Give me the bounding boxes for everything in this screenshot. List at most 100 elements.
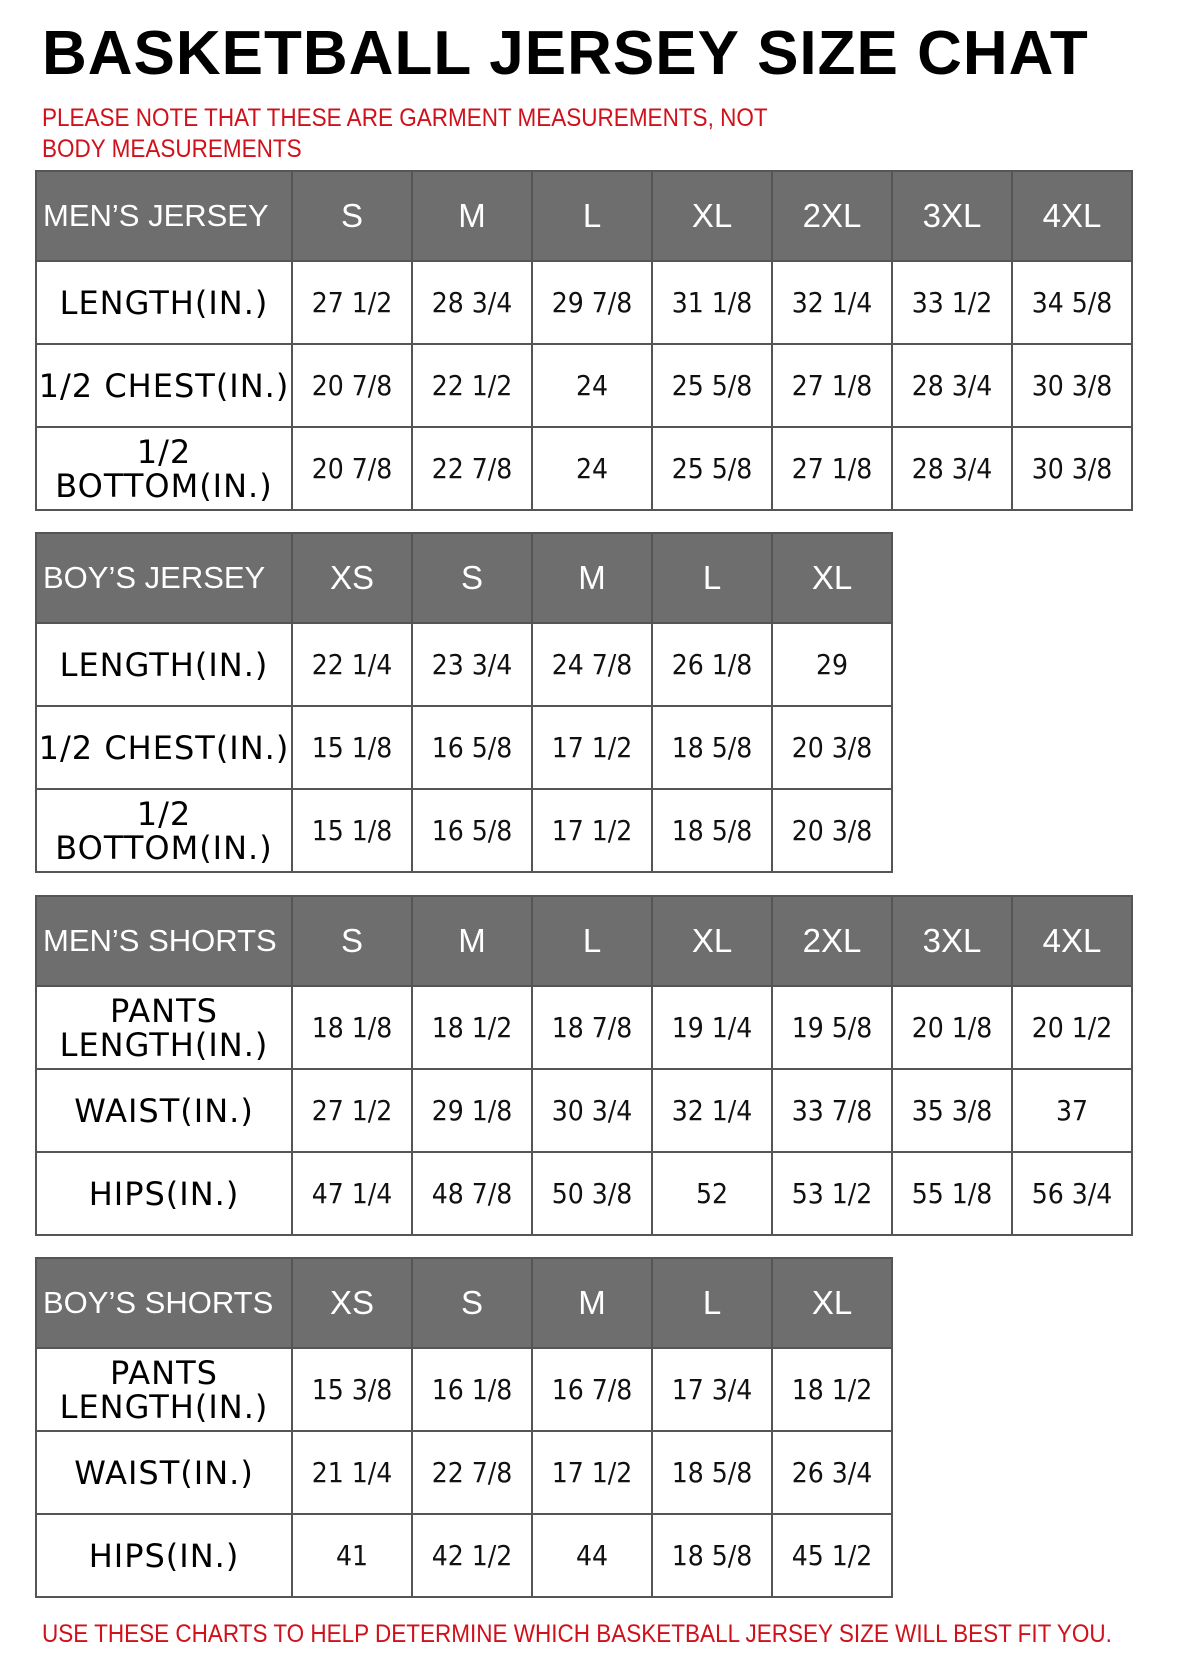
measurement-cell: 20 3/8 xyxy=(771,705,893,790)
row-label: HIPS(IN.) xyxy=(35,1513,293,1598)
measurement-cell: 20 7/8 xyxy=(291,343,413,428)
measurement-cell: 30 3/8 xyxy=(1011,343,1133,428)
table-title: BOY’S JERSEY xyxy=(35,532,293,624)
header-row: MEN’S JERSEY S M L XL 2XL 3XL 4XL xyxy=(35,170,1133,262)
measurement-cell: 17 3/4 xyxy=(651,1347,773,1432)
measurement-cell: 21 1/4 xyxy=(291,1430,413,1515)
measurement-cell: 17 1/2 xyxy=(531,1430,653,1515)
measurement-cell: 37 xyxy=(1011,1068,1133,1153)
size-header: XL xyxy=(651,170,773,262)
measurement-cell: 52 xyxy=(651,1151,773,1236)
measurement-cell: 44 xyxy=(531,1513,653,1598)
row-label: WAIST(IN.) xyxy=(35,1068,293,1153)
measurement-cell: 22 1/4 xyxy=(291,622,413,707)
table-row: LENGTH(IN.) 27 1/2 28 3/4 29 7/8 31 1/8 32 1/… xyxy=(35,260,1133,345)
measurement-cell: 15 1/8 xyxy=(291,788,413,873)
table-row: 1/2 CHEST(IN.) 20 7/8 22 1/2 24 25 5/8 27 1/8… xyxy=(35,343,1133,428)
row-label: PANTS LENGTH(IN.) xyxy=(35,1347,293,1432)
row-label: LENGTH(IN.) xyxy=(35,622,293,707)
measurement-cell: 33 7/8 xyxy=(771,1068,893,1153)
size-header: XL xyxy=(771,1257,893,1349)
measurement-cell: 50 3/8 xyxy=(531,1151,653,1236)
table-row: 1/2 CHEST(IN.) 15 1/8 16 5/8 17 1/2 18 5/8 20… xyxy=(35,705,893,790)
size-header: XS xyxy=(291,532,413,624)
measurement-cell: 28 3/4 xyxy=(891,426,1013,511)
measurement-cell: 29 1/8 xyxy=(411,1068,533,1153)
measurement-note: PLEASE NOTE THAT THESE ARE GARMENT MEASU… xyxy=(42,104,768,163)
table-row: 1/2 BOTTOM(IN.) 15 1/8 16 5/8 17 1/2 18 5/8 2… xyxy=(35,788,893,873)
measurement-cell: 16 5/8 xyxy=(411,705,533,790)
size-header: S xyxy=(411,1257,533,1349)
row-label: 1/2 BOTTOM(IN.) xyxy=(35,788,293,873)
measurement-cell: 27 1/8 xyxy=(771,426,893,511)
measurement-cell: 42 1/2 xyxy=(411,1513,533,1598)
boys-shorts-table: BOY’S SHORTS XS S M L XL PANTS LENGTH(IN.) 15 3… xyxy=(35,1257,893,1598)
mens-jersey-table: MEN’S JERSEY S M L XL 2XL 3XL 4XL LENGTH(IN.) 27 … xyxy=(35,170,1133,511)
size-header: L xyxy=(651,1257,773,1349)
measurement-cell: 31 1/8 xyxy=(651,260,773,345)
measurement-cell: 27 1/2 xyxy=(291,1068,413,1153)
measurement-cell: 22 1/2 xyxy=(411,343,533,428)
measurement-cell: 24 7/8 xyxy=(531,622,653,707)
size-header: M xyxy=(531,1257,653,1349)
table-row: WAIST(IN.) 27 1/2 29 1/8 30 3/4 32 1/4 33 7/8… xyxy=(35,1068,1133,1153)
footer-note: USE THESE CHARTS TO HELP DETERMINE WHICH… xyxy=(42,1620,1112,1648)
boys-jersey-table: BOY’S JERSEY XS S M L XL LENGTH(IN.) 22 1/4 23 3… xyxy=(35,532,893,873)
measurement-cell: 24 xyxy=(531,426,653,511)
table-row: HIPS(IN.) 47 1/4 48 7/8 50 3/8 52 53 1/2 55 1/… xyxy=(35,1151,1133,1236)
measurement-cell: 41 xyxy=(291,1513,413,1598)
measurement-cell: 19 1/4 xyxy=(651,985,773,1070)
measurement-cell: 18 5/8 xyxy=(651,1513,773,1598)
measurement-cell: 45 1/2 xyxy=(771,1513,893,1598)
table-title: MEN’S SHORTS xyxy=(35,895,293,987)
measurement-cell: 18 1/2 xyxy=(771,1347,893,1432)
row-label: HIPS(IN.) xyxy=(35,1151,293,1236)
table-row: HIPS(IN.) 41 42 1/2 44 18 5/8 45 1/2 xyxy=(35,1513,893,1598)
measurement-cell: 26 1/8 xyxy=(651,622,773,707)
size-header: XL xyxy=(771,532,893,624)
size-header: 4XL xyxy=(1011,895,1133,987)
size-header: 2XL xyxy=(771,895,893,987)
table-row: PANTS LENGTH(IN.) 15 3/8 16 1/8 16 7/8 17 3/… xyxy=(35,1347,893,1432)
measurement-cell: 24 xyxy=(531,343,653,428)
row-label: PANTS LENGTH(IN.) xyxy=(35,985,293,1070)
measurement-cell: 20 3/8 xyxy=(771,788,893,873)
table-title: BOY’S SHORTS xyxy=(35,1257,293,1349)
table-title: MEN’S JERSEY xyxy=(35,170,293,262)
header-row: BOY’S SHORTS XS S M L XL xyxy=(35,1257,893,1349)
measurement-cell: 26 3/4 xyxy=(771,1430,893,1515)
size-header: M xyxy=(531,532,653,624)
measurement-cell: 29 xyxy=(771,622,893,707)
measurement-cell: 15 3/8 xyxy=(291,1347,413,1432)
measurement-cell: 15 1/8 xyxy=(291,705,413,790)
measurement-cell: 27 1/8 xyxy=(771,343,893,428)
page-title: BASKETBALL JERSEY SIZE CHAT xyxy=(42,19,1089,88)
measurement-cell: 32 1/4 xyxy=(771,260,893,345)
table-row: WAIST(IN.) 21 1/4 22 7/8 17 1/2 18 5/8 26 3/4 xyxy=(35,1430,893,1515)
measurement-cell: 18 5/8 xyxy=(651,1430,773,1515)
measurement-cell: 22 7/8 xyxy=(411,1430,533,1515)
header-row: BOY’S JERSEY XS S M L XL xyxy=(35,532,893,624)
measurement-cell: 48 7/8 xyxy=(411,1151,533,1236)
measurement-cell: 56 3/4 xyxy=(1011,1151,1133,1236)
size-header: L xyxy=(531,895,653,987)
table-row: PANTS LENGTH(IN.) 18 1/8 18 1/2 18 7/8 19 1/… xyxy=(35,985,1133,1070)
measurement-cell: 18 1/8 xyxy=(291,985,413,1070)
row-label: 1/2 BOTTOM(IN.) xyxy=(35,426,293,511)
header-row: MEN’S SHORTS S M L XL 2XL 3XL 4XL xyxy=(35,895,1133,987)
measurement-cell: 35 3/8 xyxy=(891,1068,1013,1153)
table-row: LENGTH(IN.) 22 1/4 23 3/4 24 7/8 26 1/8 29 xyxy=(35,622,893,707)
measurement-cell: 18 7/8 xyxy=(531,985,653,1070)
size-header: L xyxy=(531,170,653,262)
measurement-cell: 53 1/2 xyxy=(771,1151,893,1236)
measurement-cell: 29 7/8 xyxy=(531,260,653,345)
measurement-cell: 16 5/8 xyxy=(411,788,533,873)
size-header: S xyxy=(291,170,413,262)
measurement-cell: 30 3/4 xyxy=(531,1068,653,1153)
measurement-cell: 55 1/8 xyxy=(891,1151,1013,1236)
row-label: LENGTH(IN.) xyxy=(35,260,293,345)
row-label: 1/2 CHEST(IN.) xyxy=(35,343,293,428)
measurement-cell: 16 1/8 xyxy=(411,1347,533,1432)
measurement-cell: 22 7/8 xyxy=(411,426,533,511)
row-label: WAIST(IN.) xyxy=(35,1430,293,1515)
